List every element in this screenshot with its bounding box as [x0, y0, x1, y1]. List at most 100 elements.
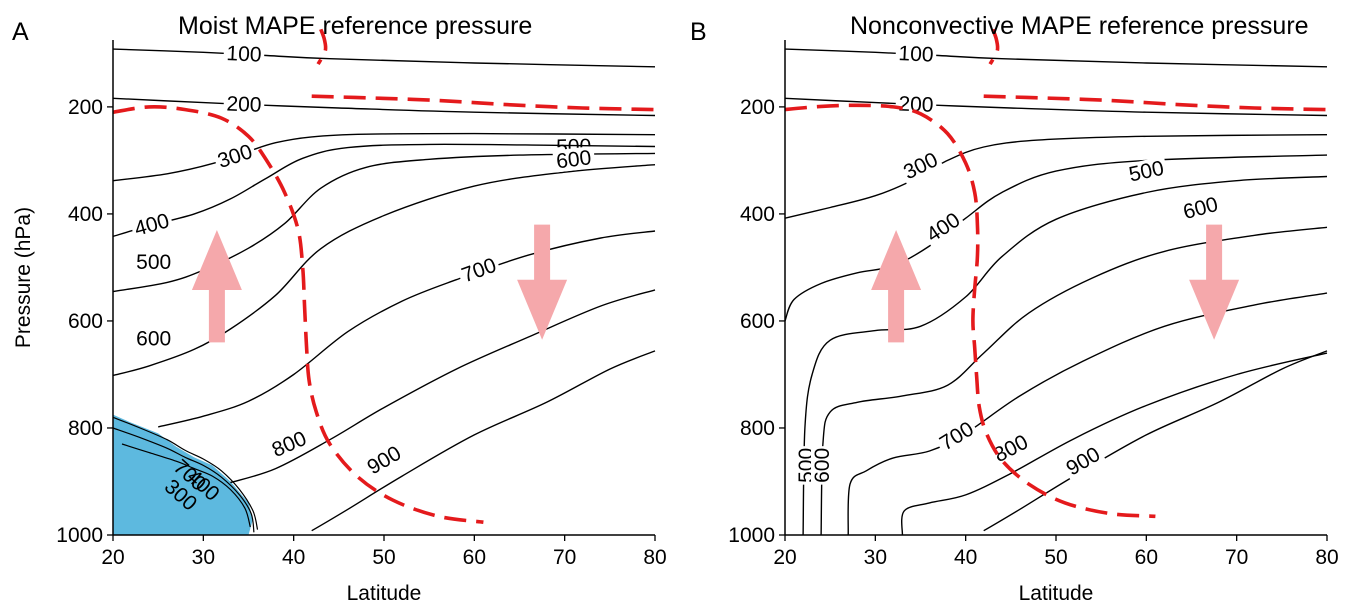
- contour-500: [112, 152, 656, 293]
- contour-label-bg: [811, 446, 833, 485]
- x-tick-label: 80: [643, 546, 666, 569]
- y-tick-label: 1000: [728, 524, 775, 547]
- x-axis-label: Latitude: [347, 582, 422, 605]
- contour-label-bg: [212, 139, 258, 173]
- y-tick-label: 400: [68, 203, 103, 226]
- y-tick-label: 800: [740, 417, 775, 440]
- contour-label: 400: [132, 209, 172, 241]
- contour-label: 500: [136, 251, 171, 274]
- contour-label-group: 800: [266, 425, 313, 463]
- contour-900: [311, 350, 656, 532]
- inner-contour-label-group: 600: [134, 327, 173, 351]
- x-tick-label: 20: [101, 546, 124, 569]
- contour-label: 600: [811, 448, 834, 483]
- circulation-arrow-down: [517, 224, 568, 340]
- mape-boundary-dashed: [784, 103, 1156, 519]
- contour-900: [983, 350, 1328, 532]
- x-tick-label: 30: [192, 546, 215, 569]
- contour-label-group: 900: [1060, 441, 1107, 481]
- contour-label-group: 600: [552, 145, 596, 173]
- contour-label-group: 200: [223, 92, 265, 117]
- shade-edge-contour: [121, 443, 251, 528]
- contour-400: [112, 143, 656, 238]
- shade-edge-contour: [112, 416, 259, 530]
- contour-label-bg: [933, 416, 980, 456]
- contour-label-group: 700: [456, 252, 502, 288]
- contour-200: [784, 97, 1328, 117]
- contour-label-bg: [1060, 441, 1107, 481]
- x-tick-label: 20: [773, 546, 796, 569]
- contour-600: [820, 226, 1328, 536]
- x-tick-label: 60: [1135, 546, 1158, 569]
- x-tick-label: 80: [1315, 546, 1338, 569]
- x-tick-label: 50: [1044, 546, 1067, 569]
- contour-300: [112, 132, 656, 182]
- x-tick-label: 70: [553, 546, 576, 569]
- contour-label-group: 700: [933, 416, 980, 456]
- contour-300: [784, 134, 1328, 219]
- contour-label-bg: [456, 252, 502, 288]
- contour-800: [901, 352, 1328, 536]
- contour-label-bg: [134, 327, 173, 350]
- contour-label: 100: [898, 42, 934, 67]
- y-tick-label: 200: [740, 96, 775, 119]
- contour-800: [230, 289, 656, 484]
- contour-label-bg: [987, 429, 1034, 468]
- circulation-arrow-up: [191, 230, 242, 343]
- contour-label-bg: [1124, 156, 1169, 187]
- mape-boundary-dashed: [988, 28, 1000, 66]
- x-tick-label: 40: [282, 546, 305, 569]
- contour-label-bg: [552, 145, 596, 173]
- contour-700: [847, 292, 1328, 536]
- contour-label: 200: [226, 93, 262, 117]
- circulation-arrow-down: [1189, 224, 1240, 340]
- contour-label-group: 300: [212, 139, 258, 173]
- contour-label: 600: [136, 328, 171, 351]
- shade-edge-contour: [112, 427, 255, 533]
- contour-label-bg: [895, 92, 937, 117]
- contour-label: 300: [215, 140, 255, 173]
- panel-letter: B: [690, 18, 707, 46]
- x-tick-label: 70: [1225, 546, 1248, 569]
- contour-label-group: 600: [1178, 192, 1223, 224]
- y-tick-label: 600: [68, 310, 103, 333]
- contour-label-bg: [223, 41, 265, 66]
- contour-label-group: 100: [223, 41, 265, 67]
- contour-700: [158, 230, 656, 428]
- contour-label-bg: [895, 41, 937, 66]
- contour-label-group: 200: [895, 92, 937, 117]
- contour-label: 600: [555, 146, 593, 173]
- contour-label-group: 300: [897, 147, 944, 185]
- y-tick-label: 800: [68, 417, 103, 440]
- contour-label-bg: [266, 425, 313, 463]
- contour-200: [112, 97, 656, 117]
- contour-100: [112, 48, 656, 68]
- inner-contour-label-group: 600: [811, 446, 834, 485]
- contour-label: 700: [459, 254, 500, 288]
- contour-label: 100: [226, 42, 262, 67]
- panel-title: Nonconvective MAPE reference pressure: [850, 12, 1309, 40]
- y-tick-label: 400: [740, 203, 775, 226]
- mape-boundary-dashed: [983, 94, 1328, 112]
- y-tick-label: 1000: [56, 524, 103, 547]
- contour-label-group: 100: [895, 41, 937, 67]
- contour-label-group: 400: [920, 206, 967, 248]
- inner-contour-label-group: 500: [134, 251, 173, 274]
- contour-label: 600: [1181, 193, 1221, 224]
- contour-label-bg: [1178, 192, 1223, 224]
- contour-label-bg: [897, 147, 944, 185]
- x-tick-label: 50: [372, 546, 395, 569]
- panel-letter: A: [12, 18, 29, 46]
- x-tick-label: 30: [864, 546, 887, 569]
- mape-boundary-dashed: [311, 94, 656, 112]
- contour-600: [112, 164, 656, 377]
- x-axis-label: Latitude: [1019, 582, 1094, 605]
- shaded-region: [113, 414, 254, 535]
- y-tick-label: 600: [740, 310, 775, 333]
- mape-boundary-dashed: [112, 104, 484, 524]
- contour-label-bg: [223, 92, 265, 117]
- contour-label-group: 400: [129, 208, 175, 241]
- y-axis-label: Pressure (hPa): [12, 207, 35, 348]
